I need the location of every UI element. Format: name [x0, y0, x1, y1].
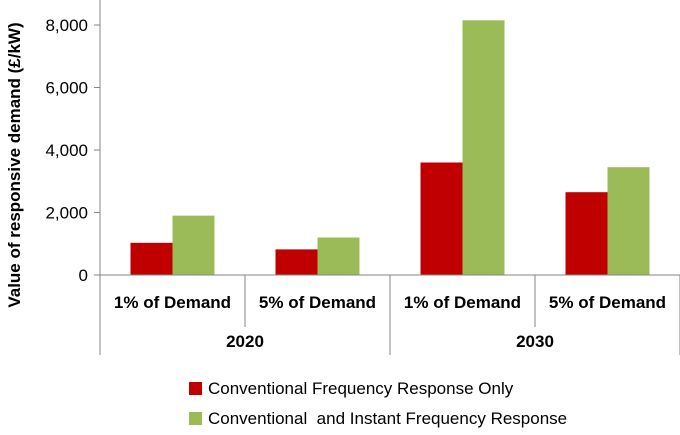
y-axis: 0 2,000 4,000 6,000 8,000 — [45, 0, 101, 285]
bar-series-1-cat-1 — [130, 242, 173, 275]
x-group-label: 2030 — [516, 332, 554, 351]
bar-series-2-cat-3 — [462, 20, 505, 275]
bar-series-1-cat-2 — [275, 249, 318, 275]
legend: Conventional Frequency Response Only Conv… — [189, 379, 567, 428]
y-tick-label: 8,000 — [45, 16, 88, 35]
bar-series-2-cat-1 — [172, 215, 215, 275]
y-tick-label: 4,000 — [45, 141, 88, 160]
x-category-label: 1% of Demand — [404, 293, 521, 312]
legend-swatch-1 — [189, 382, 202, 395]
bar-series-1-cat-4 — [565, 192, 608, 275]
bars — [130, 20, 650, 275]
legend-label-1: Conventional Frequency Response Only — [208, 379, 514, 398]
y-axis-label: Value of responsive demand (£/kW) — [5, 22, 24, 307]
x-group-label: 2020 — [226, 332, 264, 351]
y-tick-label: 2,000 — [45, 204, 88, 223]
legend-swatch-2 — [189, 412, 202, 425]
x-category-label: 5% of Demand — [549, 293, 666, 312]
bar-series-2-cat-4 — [607, 167, 650, 275]
x-category-label: 1% of Demand — [114, 293, 231, 312]
y-tick-label: 6,000 — [45, 79, 88, 98]
legend-label-2: Conventional and Instant Frequency Respo… — [208, 409, 567, 428]
bar-series-2-cat-2 — [317, 237, 360, 275]
bar-series-1-cat-3 — [420, 162, 463, 275]
x-axis: 1% of Demand 5% of Demand 1% of Demand 5% o… — [99, 274, 680, 355]
y-tick-label: 0 — [79, 266, 88, 285]
x-category-label: 5% of Demand — [259, 293, 376, 312]
